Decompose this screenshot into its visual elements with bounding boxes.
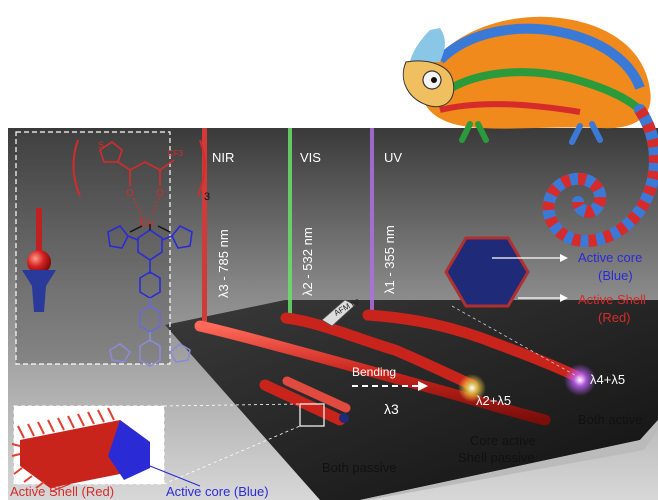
diketone-chain [117, 159, 175, 171]
shell-leader [49, 483, 71, 493]
uv-label: UV [384, 150, 402, 165]
uv-beam [370, 128, 374, 316]
chameleon-front-leg [459, 121, 489, 143]
hexagon-cross-section [444, 236, 530, 308]
bond-lp [127, 235, 139, 241]
output-l4-l5: λ4+λ5 [590, 372, 625, 387]
vis-wavelength: λ2 - 532 nm [300, 227, 315, 296]
core-leader [139, 461, 201, 487]
right-paren [197, 139, 206, 197]
nanowire-short-1 [259, 379, 346, 426]
chameleon-pupil [431, 77, 437, 83]
chameleon-stripe-red [439, 101, 581, 115]
pin-ball [27, 250, 51, 274]
pin-base [22, 270, 56, 312]
bottom-shell-label: Active Shell (Red) [10, 484, 114, 499]
bending-label: Bending [352, 365, 396, 379]
arrow-n3 [157, 225, 171, 233]
nir-label: NIR [212, 150, 234, 165]
chameleon-back-leg [569, 121, 603, 145]
both-active-label: Both active [578, 412, 642, 427]
pin-stick [36, 208, 42, 254]
pyrazole-right [171, 224, 193, 249]
bond-rp [161, 235, 173, 241]
oxygen-2: O [156, 188, 164, 199]
nanowire-3d [11, 407, 150, 489]
pyrazole-lower-right [168, 343, 191, 363]
active-core-color: (Blue) [598, 268, 633, 283]
glow-yellow [458, 374, 486, 402]
both-passive-label: Both passive [322, 460, 396, 475]
uv-wavelength: λ1 - 355 nm [382, 225, 397, 294]
left-paren [72, 139, 81, 197]
nanowire-3d-spikes-side [11, 443, 45, 489]
nanowire-3d-core [108, 420, 150, 480]
shell-pointer-head [560, 294, 568, 302]
nanowire-short-2 [282, 376, 351, 413]
output-l2-l5: λ2+λ5 [476, 393, 511, 408]
pyrazole-lower-left [109, 343, 132, 363]
bottom-core-label: Active core (Blue) [166, 484, 269, 499]
afm-tip [321, 299, 356, 327]
chameleon-stripe-green [445, 68, 643, 114]
nanowire-vis [280, 312, 478, 391]
core-active-label: Core active [470, 433, 536, 448]
active-shell-label: Active Shell [578, 292, 646, 307]
glow-purple [564, 364, 596, 396]
nanowire-3d-spikes [17, 407, 115, 439]
coord-bond-1 [132, 197, 143, 215]
coord-bond-2 [151, 197, 161, 215]
phenyl-1 [139, 271, 161, 299]
pyrazole-left [107, 224, 129, 249]
nir-wavelength: λ3 - 785 nm [216, 229, 231, 298]
shell-passive-label: Shell passive [458, 450, 535, 465]
nanowire-uv [362, 309, 586, 384]
vis-label: VIS [300, 150, 321, 165]
zoom-box [299, 403, 325, 427]
active-core-label: Active core [578, 250, 642, 265]
subscript-3: 3 [204, 191, 210, 203]
vis-beam [288, 128, 292, 320]
arrow-n1 [129, 225, 143, 233]
wire-end-core [339, 413, 349, 423]
zoom-line-2 [163, 425, 301, 485]
phenyl-2 [139, 305, 161, 333]
chameleon-tail-stripes [542, 106, 658, 247]
bending-arrow-head [418, 381, 428, 391]
zoom-line-1 [163, 403, 301, 407]
chameleon-illustration [402, 16, 658, 247]
pyridine-lower [139, 339, 161, 367]
output-l3: λ3 [384, 401, 399, 417]
chameleon-stripe-blue [436, 23, 645, 90]
sulfur-atom: S [98, 140, 104, 150]
molecule-structure: S O O CF3 Eu 3 [72, 139, 210, 367]
nanowire-nir [194, 320, 551, 426]
nir-beam [202, 128, 207, 328]
active-shell-color: (Red) [598, 310, 631, 325]
thiophene-ring [99, 141, 123, 163]
core-pointer-head [560, 254, 568, 262]
oxygen-1: O [126, 188, 134, 199]
chameleon-crest [410, 28, 445, 62]
cf3-group: CF3 [168, 149, 184, 158]
hex-guide-line [451, 305, 581, 379]
